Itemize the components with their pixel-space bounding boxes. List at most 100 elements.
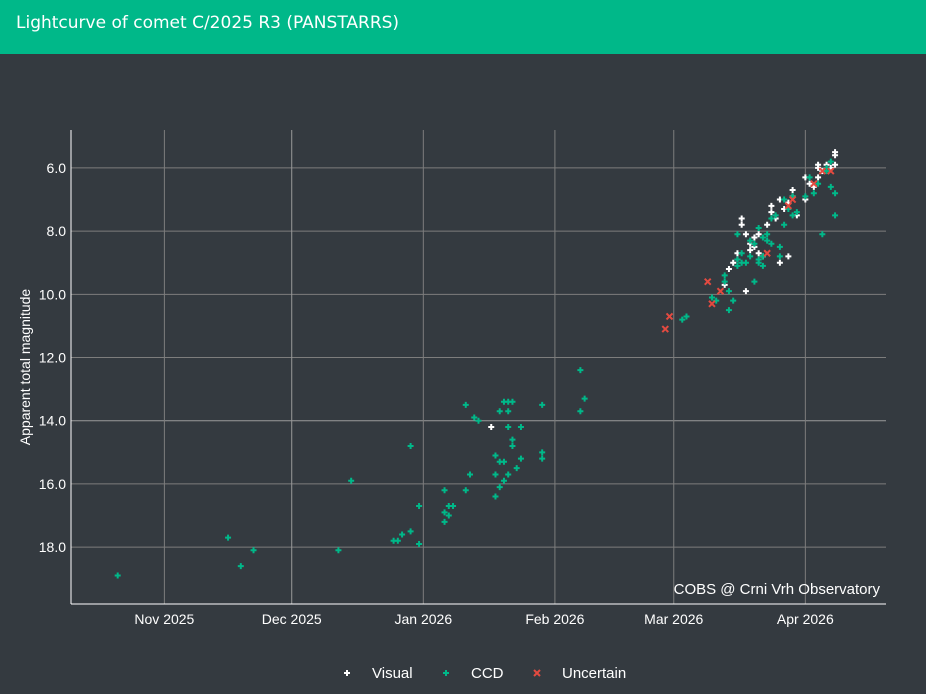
ccd-point — [742, 259, 749, 266]
visual-point — [755, 250, 762, 257]
visual-point — [815, 174, 822, 181]
ccd-point — [725, 307, 732, 314]
ccd-point — [755, 224, 762, 231]
page-title: Lightcurve of comet C/2025 R3 (PANSTARRS… — [16, 13, 400, 33]
ccd-point — [416, 503, 423, 510]
ccd-point — [450, 503, 457, 510]
y-tick-label: 6.0 — [47, 160, 67, 176]
visual-point — [751, 234, 758, 241]
ccd-point — [751, 240, 758, 247]
grid-lines — [71, 130, 886, 604]
uncertain-point — [784, 202, 793, 210]
ccd-point — [721, 278, 728, 285]
ccd-point — [815, 180, 822, 187]
ccd-point — [441, 518, 448, 525]
ccd-point — [462, 401, 469, 408]
ccd-point — [832, 212, 839, 219]
visual-point — [738, 215, 745, 222]
visual-point — [764, 221, 771, 228]
ccd-point — [768, 215, 775, 222]
ccd-point — [751, 278, 758, 285]
y-tick-label: 10.0 — [39, 286, 66, 302]
ccd-point — [505, 424, 512, 431]
ccd-point — [509, 398, 516, 405]
ccd-point — [789, 212, 796, 219]
ccd-point — [793, 209, 800, 216]
ccd-point — [810, 190, 817, 197]
ccd-point — [764, 237, 771, 244]
visual-point — [755, 231, 762, 238]
ccd-point — [539, 401, 546, 408]
ccd-point — [394, 537, 401, 544]
uncertain-point — [763, 249, 771, 257]
ccd-point — [577, 408, 584, 415]
visual-point — [738, 221, 745, 228]
ccd-point — [500, 477, 507, 484]
visual-point — [768, 209, 775, 216]
ccd-point — [759, 234, 766, 241]
ccd-point — [475, 417, 482, 424]
uncertain-point — [704, 277, 712, 286]
ccd-point — [577, 367, 584, 374]
uncertain-point — [788, 195, 797, 204]
uncertain-point — [665, 312, 674, 321]
ccd-point — [721, 272, 728, 279]
watermark: COBS @ Crni Vrh Observatory — [674, 581, 881, 598]
visual-point — [488, 424, 495, 431]
ccd-point — [679, 316, 686, 323]
ccd-point — [496, 484, 503, 491]
ccd-point — [827, 183, 834, 190]
uncertain-point — [818, 167, 827, 175]
visual-legend-label: Visual — [372, 665, 413, 682]
ccd-point — [747, 237, 754, 244]
y-tick-label: 18.0 — [39, 539, 66, 555]
visual-point — [742, 288, 749, 295]
ccd-point — [462, 487, 469, 494]
ccd-point — [441, 509, 448, 516]
ccd-point — [517, 455, 524, 462]
y-tick-label: 8.0 — [47, 223, 67, 239]
ccd-point — [832, 190, 839, 197]
ccd-point — [708, 294, 715, 301]
ccd-point — [509, 436, 516, 443]
visual-point — [776, 259, 783, 266]
visual-point — [768, 202, 775, 209]
ccd-point — [730, 297, 737, 304]
ccd-point — [759, 262, 766, 269]
ccd-point — [505, 471, 512, 478]
y-tick-label: 16.0 — [39, 476, 66, 492]
legend: Visual CCD Uncertain — [344, 665, 626, 682]
ccd-legend-label: CCD — [471, 665, 504, 682]
visual-point — [832, 149, 839, 156]
visual-point — [832, 161, 839, 168]
lightcurve-chart: 6.0 8.0 10.0 12.0 14.0 16.0 18.0 Nov 2025 Dec 2… — [17, 130, 886, 682]
ccd-point — [768, 240, 775, 247]
ccd-point — [738, 250, 745, 257]
ccd-point — [806, 174, 813, 181]
visual-point — [742, 231, 749, 238]
uncertain-point — [708, 300, 716, 308]
ccd-point — [734, 262, 741, 269]
ccd-point — [416, 540, 423, 547]
ccd-point — [441, 487, 448, 494]
x-tick-label: Mar 2026 — [644, 611, 703, 627]
ccd-point — [734, 256, 741, 263]
y-axis-label: Apparent total magnitude — [17, 289, 33, 446]
ccd-point — [492, 452, 499, 459]
ccd-point — [776, 243, 783, 250]
ccd-point — [747, 253, 754, 260]
ccd-point — [781, 196, 788, 203]
uncertain-point — [661, 325, 669, 333]
ccd-point — [492, 493, 499, 500]
visual-point — [815, 161, 822, 168]
x-tick-label: Dec 2025 — [262, 611, 322, 627]
ccd-point — [250, 547, 257, 554]
ccd-point — [335, 547, 342, 554]
ccd-point — [819, 231, 826, 238]
ccd-point — [734, 231, 741, 238]
visual-legend-marker — [344, 670, 350, 676]
ccd-point — [471, 414, 478, 421]
ccd-point — [776, 253, 783, 260]
uncertain-point — [827, 167, 835, 175]
ccd-point — [802, 193, 809, 200]
